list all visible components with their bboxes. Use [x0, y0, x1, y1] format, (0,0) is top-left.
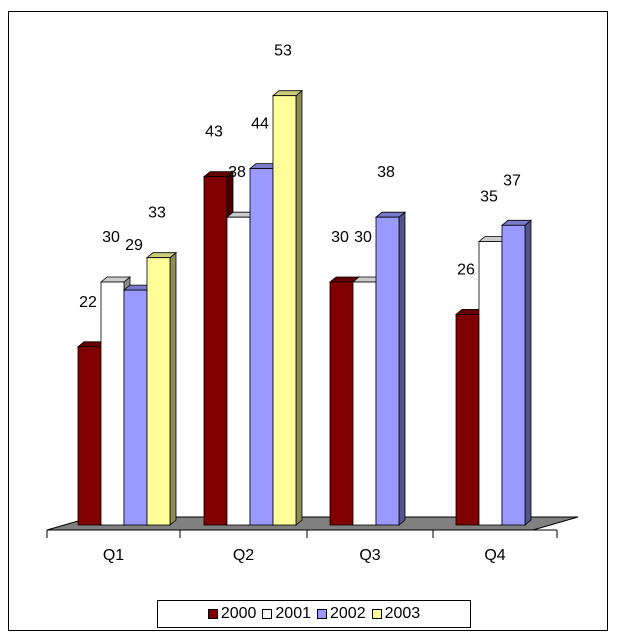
legend-label: 2001 [275, 605, 311, 622]
legend-item-2002: 2002 [317, 605, 366, 623]
legend-item-2000: 2000 [207, 605, 257, 623]
legend-swatch [262, 609, 273, 619]
data-label: 43 [205, 124, 223, 141]
data-label: 37 [503, 172, 521, 189]
chart-bars [76, 89, 533, 526]
data-label: 29 [125, 237, 143, 254]
data-label: 35 [480, 189, 498, 206]
data-label: 44 [251, 116, 269, 133]
data-label: 38 [228, 164, 246, 181]
x-tick-label: Q2 [233, 547, 254, 564]
x-tick-label: Q1 [103, 547, 124, 564]
data-label: 38 [377, 164, 395, 181]
bar-2002-Q4 [500, 219, 533, 526]
legend-label: 2003 [384, 605, 421, 622]
legend-item-2003: 2003 [371, 605, 421, 623]
data-label: 53 [274, 43, 292, 60]
legend: 2000 2001 2002 2003 [157, 600, 471, 628]
data-label: 30 [331, 229, 349, 246]
bar-2003-Q2 [271, 89, 304, 526]
legend-swatch [371, 609, 382, 619]
x-axis-ticks [46, 530, 558, 538]
bar-2003-Q1 [145, 251, 178, 526]
data-label: 30 [354, 229, 372, 246]
data-label: 30 [102, 229, 120, 246]
legend-swatch [317, 609, 327, 619]
legend-label: 2002 [330, 605, 366, 622]
data-label: 22 [79, 294, 97, 311]
data-label: 33 [148, 205, 166, 222]
legend-swatch [207, 609, 218, 619]
x-tick-label: Q4 [484, 547, 505, 564]
legend-item-2001: 2001 [262, 605, 311, 623]
legend-label: 2000 [220, 605, 257, 622]
x-tick-label: Q3 [359, 547, 380, 564]
data-label: 26 [457, 261, 475, 278]
x-tick-labels: Q1 Q2 Q3 Q4 [103, 547, 506, 564]
bar-2002-Q3 [374, 211, 407, 526]
data-labels: 22 30 29 33 43 38 44 53 30 30 38 26 35 37 [79, 43, 521, 311]
